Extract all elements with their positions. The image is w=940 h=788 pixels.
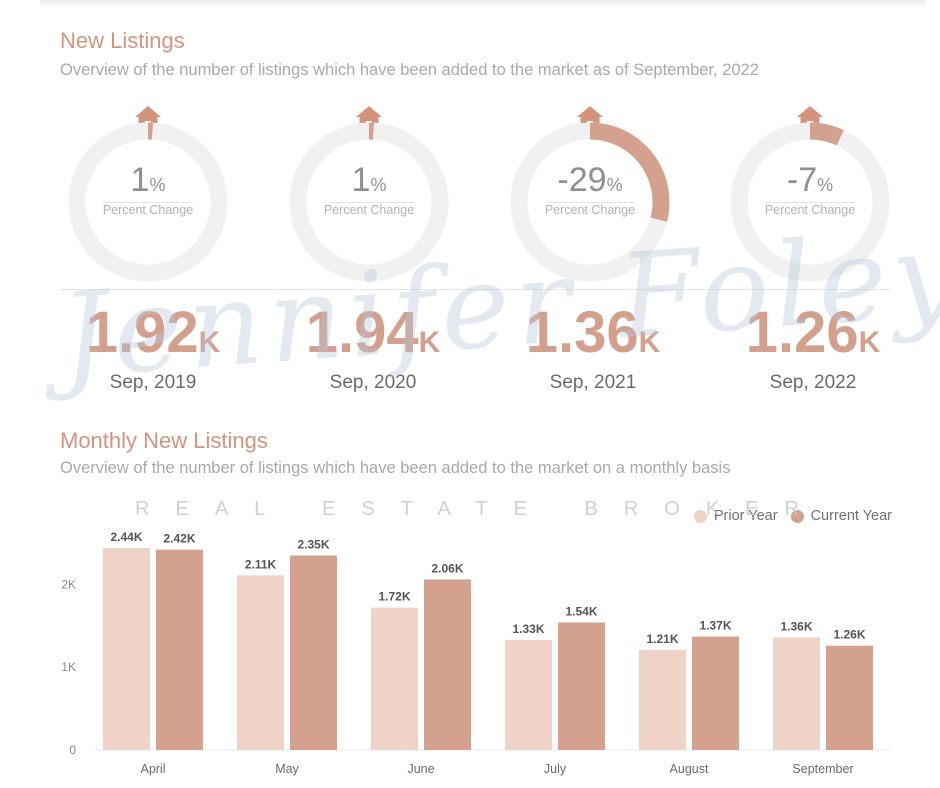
section-divider xyxy=(60,289,890,290)
bar-prior-year xyxy=(371,607,418,750)
x-tick-label: August xyxy=(670,762,709,776)
percent-change-ring: -7% Percent Change xyxy=(725,105,895,282)
bar-value-label: 2.11K xyxy=(245,557,277,571)
percent-change-value: -29% xyxy=(557,161,623,199)
percent-change-label: Percent Change xyxy=(764,203,856,217)
bar-value-label: 1.21K xyxy=(646,632,678,646)
y-tick-label: 2K xyxy=(61,577,76,591)
legend-swatch-prior xyxy=(693,509,707,523)
ring-separator xyxy=(765,202,855,203)
bar-current-year xyxy=(692,636,739,750)
bar-value-label: 2.42K xyxy=(163,532,195,546)
ring-separator xyxy=(545,202,635,203)
bar-value-label: 1.26K xyxy=(833,628,865,642)
percent-change-value: -7% xyxy=(786,161,834,199)
ring-progress xyxy=(730,122,890,282)
percent-change-value: 1% xyxy=(130,161,166,199)
bar-prior-year xyxy=(639,649,686,750)
new-listings-subtitle: Overview of the number of listings which… xyxy=(60,61,759,79)
bar-prior-year xyxy=(237,575,284,750)
legend-label-prior: Prior Year xyxy=(713,508,778,524)
listing-count-value: 1.94K xyxy=(305,300,441,365)
listing-count-value: 1.36K xyxy=(525,300,661,365)
x-tick-label: May xyxy=(275,762,299,776)
listing-count-value: 1.92K xyxy=(85,300,221,365)
ring-chart xyxy=(510,122,670,282)
ring-progress xyxy=(510,122,670,282)
bar-value-label: 1.37K xyxy=(699,619,731,633)
legend-label-current: Current Year xyxy=(810,508,892,524)
listing-count-value: 1.26K xyxy=(745,300,881,365)
bar-current-year xyxy=(558,622,605,750)
monthly-bar-chart: 0 1K 2K 2.44K 2.42K April 2.11K 2.35K May 1.72K 2.… xyxy=(61,530,890,776)
chart-legend: Prior Year Current Year xyxy=(693,508,892,524)
percent-change-ring: 1% Percent Change xyxy=(63,105,233,282)
bar-current-year xyxy=(156,549,203,750)
bar-value-label: 2.06K xyxy=(431,561,463,575)
percent-change-ring: 1% Percent Change xyxy=(284,105,454,282)
x-tick-label: June xyxy=(407,762,434,776)
bar-value-label: 1.72K xyxy=(378,590,410,604)
percent-change-label: Percent Change xyxy=(102,203,194,217)
listing-count-stat: 1.94K Sep, 2020 xyxy=(273,300,473,394)
bar-prior-year xyxy=(103,548,150,750)
x-tick-label: April xyxy=(140,762,165,776)
x-tick-label: September xyxy=(792,762,853,776)
ring-progress xyxy=(289,122,449,282)
bar-prior-year xyxy=(505,639,552,750)
percent-change-label: Percent Change xyxy=(544,203,636,217)
listing-count-stat: 1.92K Sep, 2019 xyxy=(53,300,253,394)
ring-separator xyxy=(324,202,414,203)
monthly-listings-subtitle: Overview of the number of listings which… xyxy=(60,459,731,477)
listing-count-date: Sep, 2020 xyxy=(329,372,417,393)
ring-chart xyxy=(68,122,228,282)
listing-count-date: Sep, 2021 xyxy=(549,372,637,393)
percent-change-value: 1% xyxy=(351,161,387,199)
bar-value-label: 2.44K xyxy=(110,530,142,544)
percent-change-label: Percent Change xyxy=(323,203,415,217)
top-bar xyxy=(40,0,925,8)
bar-current-year xyxy=(424,579,471,750)
bar-prior-year xyxy=(773,637,820,750)
bar-value-label: 1.33K xyxy=(512,622,544,636)
listing-count-date: Sep, 2022 xyxy=(769,372,857,393)
bar-value-label: 1.54K xyxy=(565,605,597,619)
ring-progress xyxy=(68,122,228,282)
new-listings-title: New Listings xyxy=(60,28,185,53)
bar-value-label: 1.36K xyxy=(780,619,812,633)
percent-change-ring: -29% Percent Change xyxy=(505,105,675,282)
legend-swatch-current xyxy=(790,509,804,523)
ring-chart xyxy=(730,122,890,282)
x-tick-label: July xyxy=(544,762,567,776)
bar-current-year xyxy=(290,555,337,750)
bar-value-label: 2.35K xyxy=(297,537,329,551)
listing-count-date: Sep, 2019 xyxy=(109,372,197,393)
ring-separator xyxy=(103,202,193,203)
y-tick-label: 1K xyxy=(61,660,76,674)
listing-count-stat: 1.36K Sep, 2021 xyxy=(493,300,693,394)
ring-chart xyxy=(289,122,449,282)
bar-current-year xyxy=(826,645,873,750)
y-tick-label: 0 xyxy=(69,743,76,757)
monthly-listings-title: Monthly New Listings xyxy=(60,428,268,453)
listing-count-stat: 1.26K Sep, 2022 xyxy=(713,300,913,394)
